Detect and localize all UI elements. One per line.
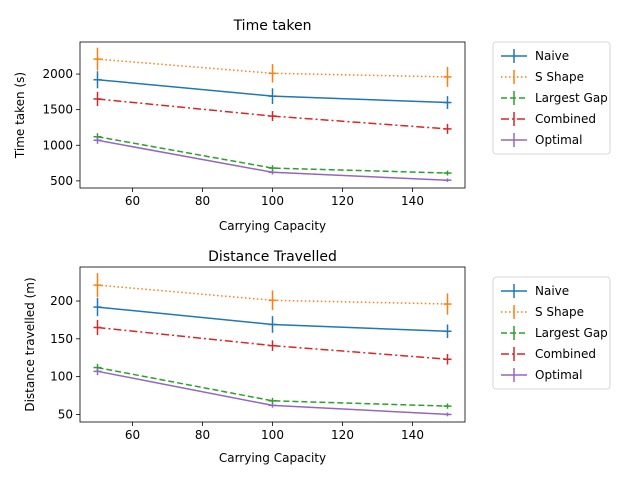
x-tick-label: 120 — [331, 194, 354, 208]
y-tick-label: 2000 — [42, 67, 73, 81]
x-tick-label: 100 — [261, 428, 284, 442]
x-axis-label: Carrying Capacity — [219, 451, 326, 465]
legend-label: Combined — [535, 112, 596, 126]
legend-label: Largest Gap — [535, 326, 608, 340]
legend-label: Optimal — [535, 368, 582, 382]
y-tick-label: 500 — [50, 174, 73, 188]
series-line — [97, 326, 448, 360]
chart-title: Time taken — [233, 18, 312, 34]
series-optimal — [93, 367, 452, 417]
series-naive — [93, 71, 452, 109]
x-tick-label: 80 — [195, 194, 210, 208]
legend-label: S Shape — [535, 305, 584, 319]
legend-label: S Shape — [535, 70, 584, 84]
series-line — [97, 135, 448, 174]
series-line — [97, 370, 448, 416]
series-combined — [93, 319, 452, 365]
series-line — [97, 284, 448, 305]
y-axis-label: Distance travelled (m) — [23, 277, 37, 411]
legend: Naive S Shape Largest Gap Combined Optimal — [492, 276, 611, 390]
x-tick-label: 60 — [125, 194, 140, 208]
legend: Naive S Shape Largest Gap Combined Optimal — [492, 41, 611, 155]
y-tick-label: 1500 — [42, 103, 73, 117]
y-tick-label: 1000 — [42, 138, 73, 152]
x-tick-label: 120 — [331, 428, 354, 442]
legend-frame — [492, 41, 611, 155]
series-naive — [93, 298, 452, 339]
series-s-shape — [93, 273, 452, 315]
series-line — [97, 98, 448, 130]
y-tick-label: 200 — [50, 294, 73, 308]
legend-label: Optimal — [535, 133, 582, 147]
x-tick-label: 140 — [401, 194, 424, 208]
x-tick-label: 80 — [195, 428, 210, 442]
series-largest-gap — [93, 363, 452, 409]
y-tick-label: 50 — [58, 407, 73, 421]
x-tick-label: 60 — [125, 428, 140, 442]
y-tick-label: 100 — [50, 370, 73, 384]
series-optimal — [93, 136, 452, 182]
series-s-shape — [93, 47, 452, 87]
legend-label: Naive — [535, 284, 569, 298]
legend-label: Largest Gap — [535, 91, 608, 105]
series-line — [97, 366, 448, 407]
chart-title: Distance Travelled — [208, 249, 337, 265]
series-combined — [93, 91, 452, 134]
legend-label: Naive — [535, 49, 569, 63]
x-axis-label: Carrying Capacity — [219, 219, 326, 233]
y-axis-label: Time taken (s) — [13, 72, 27, 159]
legend-label: Combined — [535, 347, 596, 361]
chart-panel-1: Time taken 60 80 100 120 140 500 1000 1500 2000 Ca… — [13, 18, 611, 233]
chart-panel-2: Distance Travelled 60 80 100 120 140 50 100 150 2… — [23, 249, 611, 465]
series-line — [97, 58, 448, 78]
x-tick-label: 140 — [401, 428, 424, 442]
y-tick-label: 150 — [50, 332, 73, 346]
legend-frame — [492, 276, 611, 390]
series-largest-gap — [93, 133, 452, 176]
x-tick-label: 100 — [261, 194, 284, 208]
